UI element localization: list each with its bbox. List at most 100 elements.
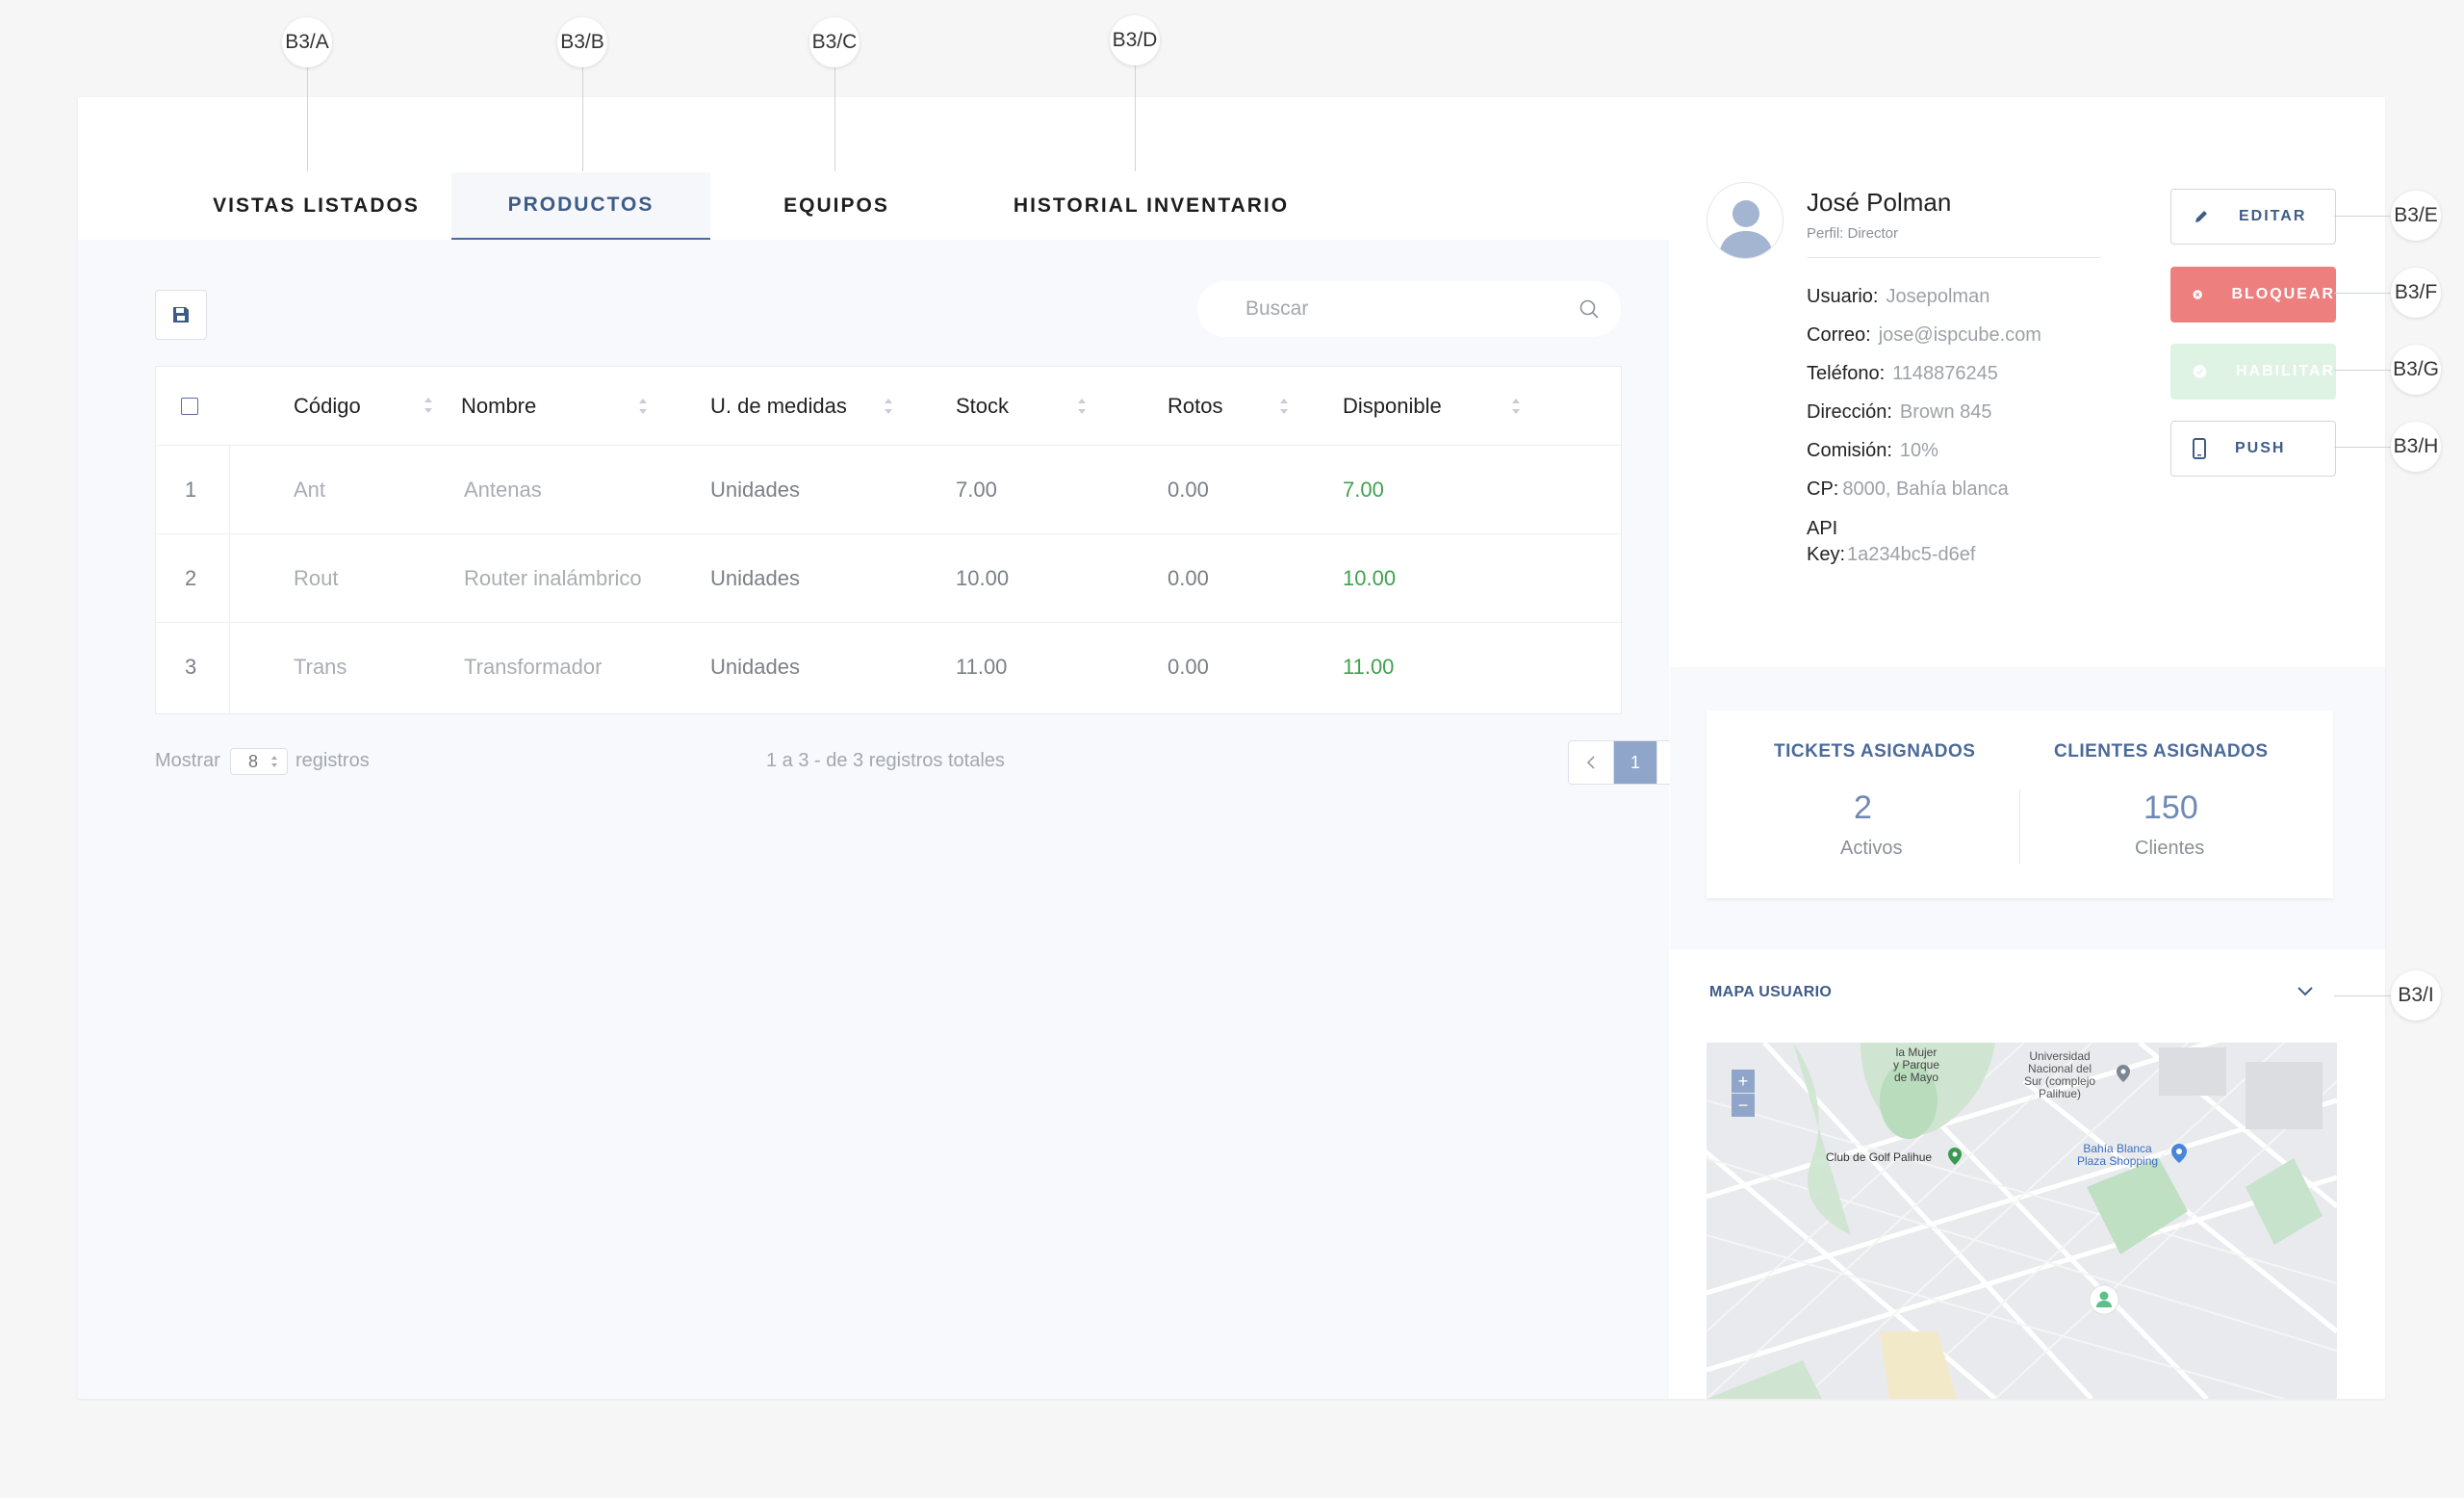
- header-codigo[interactable]: Código: [294, 394, 361, 418]
- tab-productos[interactable]: PRODUCTOS: [451, 172, 710, 240]
- push-button[interactable]: PUSH: [2170, 421, 2336, 477]
- index-column: [156, 446, 230, 713]
- cell-stock: 11.00: [956, 655, 1008, 679]
- search-input[interactable]: Buscar: [1197, 281, 1621, 337]
- callout-b3i: B3/I: [2391, 970, 2441, 1020]
- sort-unidad-icon[interactable]: [883, 395, 894, 418]
- cell-codigo: Trans: [294, 655, 347, 679]
- callout-b3g: B3/G: [2391, 345, 2441, 395]
- callout-b3h: B3/H: [2391, 422, 2441, 472]
- map-label-golf: Club de Golf Palihue: [1826, 1150, 1933, 1164]
- edit-button[interactable]: EDITAR: [2170, 189, 2336, 245]
- cell-stock: 7.00: [956, 478, 997, 502]
- clients-sub: Clientes: [2135, 838, 2205, 859]
- enable-button[interactable]: HABILITAR: [2170, 344, 2336, 400]
- header-unidad[interactable]: U. de medidas: [710, 394, 847, 418]
- clients-title: CLIENTES ASIGNADOS: [2054, 741, 2269, 762]
- floppy-disk-icon: [173, 307, 189, 323]
- clients-count: 150: [2143, 789, 2198, 826]
- header-nombre[interactable]: Nombre: [461, 394, 537, 418]
- field-api-key: Key: 1a234bc5-d6ef: [1807, 544, 1976, 565]
- cell-nombre: Antenas: [464, 478, 542, 502]
- records-summary: 1 a 3 - de 3 registros totales: [766, 750, 1005, 771]
- callout-b3f: B3/F: [2391, 268, 2441, 318]
- records-label: registros: [295, 750, 370, 771]
- cell-rotos: 0.00: [1168, 478, 1209, 502]
- tab-bar: VISTAS LISTADOS PRODUCTOS EQUIPOS HISTOR…: [78, 97, 1669, 240]
- callout-b3a: B3/A: [282, 17, 332, 67]
- zoom-out-button[interactable]: −: [1732, 1094, 1755, 1117]
- user-map[interactable]: + − la Mujer y Parque de Mayo Universidad N…: [1707, 1043, 2337, 1399]
- cell-disponible: 10.00: [1343, 566, 1397, 590]
- cell-unidad: Unidades: [710, 566, 800, 590]
- cell-disponible: 11.00: [1343, 655, 1395, 679]
- page-1-button[interactable]: 1: [1613, 741, 1657, 784]
- chevron-down-icon[interactable]: [2296, 985, 2315, 998]
- tickets-count: 2: [1854, 789, 1872, 826]
- sort-stock-icon[interactable]: [1076, 395, 1088, 418]
- user-location-pin-icon[interactable]: [2088, 1283, 2120, 1316]
- tab-vistas-listados[interactable]: VISTAS LISTADOS: [213, 194, 420, 217]
- zoom-in-button[interactable]: +: [1732, 1070, 1755, 1093]
- cell-disponible: 7.00: [1343, 478, 1384, 502]
- map-section: MAPA USUARIO: [1670, 950, 2385, 1399]
- save-button[interactable]: [155, 290, 207, 340]
- check-circle-icon: [2193, 365, 2207, 378]
- table-footer: Mostrar 8 registros 1 a 3 - de 3 registr…: [155, 740, 1703, 785]
- search-placeholder: Buscar: [1245, 297, 1309, 320]
- field-usuario: Usuario: Josepolman: [1807, 286, 1990, 307]
- user-panel: José Polman Perfil: Director Usuario: Jos…: [1670, 97, 2385, 1399]
- table-header: Código Nombre U. de medidas Stock Rotos …: [156, 367, 1621, 446]
- pencil-icon: [2195, 211, 2207, 222]
- user-avatar-icon: [1719, 200, 1773, 258]
- header-disponible[interactable]: Disponible: [1343, 394, 1442, 418]
- map-tiles: [1707, 1043, 2337, 1399]
- table-row[interactable]: 2 Rout Router inalámbrico Unidades 10.00…: [156, 534, 1621, 623]
- table-row[interactable]: 1 Ant Antenas Unidades 7.00 0.00 7.00: [156, 446, 1621, 534]
- cell-nombre: Router inalámbrico: [464, 566, 642, 590]
- user-name: José Polman: [1807, 188, 1952, 217]
- callout-b3d: B3/D: [1110, 15, 1160, 65]
- prev-page-button[interactable]: [1569, 741, 1613, 784]
- map-label-university: Universidad Nacional del Sur (complejo Pali…: [2024, 1049, 2096, 1100]
- stats-divider: [2019, 789, 2020, 865]
- avatar: [1707, 182, 1784, 259]
- sort-disponible-icon[interactable]: [1510, 395, 1522, 418]
- cell-stock: 10.00: [956, 566, 1010, 590]
- table-row[interactable]: 3 Trans Transformador Unidades 11.00 0.0…: [156, 623, 1621, 711]
- show-label: Mostrar: [155, 750, 220, 771]
- header-stock[interactable]: Stock: [956, 394, 1010, 418]
- products-table: Código Nombre U. de medidas Stock Rotos …: [155, 366, 1622, 714]
- row-index: 3: [185, 655, 197, 679]
- cell-codigo: Rout: [294, 566, 339, 590]
- profile-section: José Polman Perfil: Director Usuario: Jos…: [1670, 97, 2385, 667]
- block-button[interactable]: BLOQUEAR: [2170, 267, 2336, 323]
- stats-section: TICKETS ASIGNADOS 2 Activos CLIENTES ASI…: [1670, 667, 2385, 950]
- tab-equipos[interactable]: EQUIPOS: [783, 194, 889, 217]
- cell-rotos: 0.00: [1168, 655, 1209, 679]
- main-card: VISTAS LISTADOS PRODUCTOS EQUIPOS HISTOR…: [78, 97, 2385, 1399]
- select-all-checkbox[interactable]: [181, 367, 198, 446]
- inventory-panel: VISTAS LISTADOS PRODUCTOS EQUIPOS HISTOR…: [78, 97, 1703, 1399]
- callout-b3c: B3/C: [809, 17, 860, 67]
- sort-nombre-icon[interactable]: [637, 395, 649, 418]
- cell-nombre: Transformador: [464, 655, 603, 679]
- per-page-select[interactable]: 8: [230, 748, 288, 775]
- cell-rotos: 0.00: [1168, 566, 1209, 590]
- map-label-park: la Mujer y Parque de Mayo: [1893, 1046, 1940, 1084]
- golf-pin-icon: [1948, 1148, 1962, 1165]
- sort-rotos-icon[interactable]: [1278, 395, 1290, 418]
- field-correo: Correo: jose@ispcube.com: [1807, 324, 2041, 346]
- shopping-pin-icon: [2171, 1144, 2187, 1163]
- field-cp: CP: 8000, Bahía blanca: [1807, 478, 2009, 500]
- map-label-mall: Bahía Blanca Plaza Shopping: [2077, 1142, 2159, 1168]
- products-content: Buscar Código Nombre U. de medidas Stock…: [78, 240, 1703, 1399]
- row-index: 2: [185, 566, 197, 590]
- close-circle-icon: [2193, 290, 2202, 299]
- sort-codigo-icon[interactable]: [423, 394, 434, 417]
- field-comision: Comisión: 10%: [1807, 440, 1938, 461]
- tab-historial-inventario[interactable]: HISTORIAL INVENTARIO: [1013, 194, 1290, 217]
- search-icon[interactable]: [1578, 298, 1600, 320]
- header-rotos[interactable]: Rotos: [1168, 394, 1223, 418]
- tickets-title: TICKETS ASIGNADOS: [1774, 741, 1976, 762]
